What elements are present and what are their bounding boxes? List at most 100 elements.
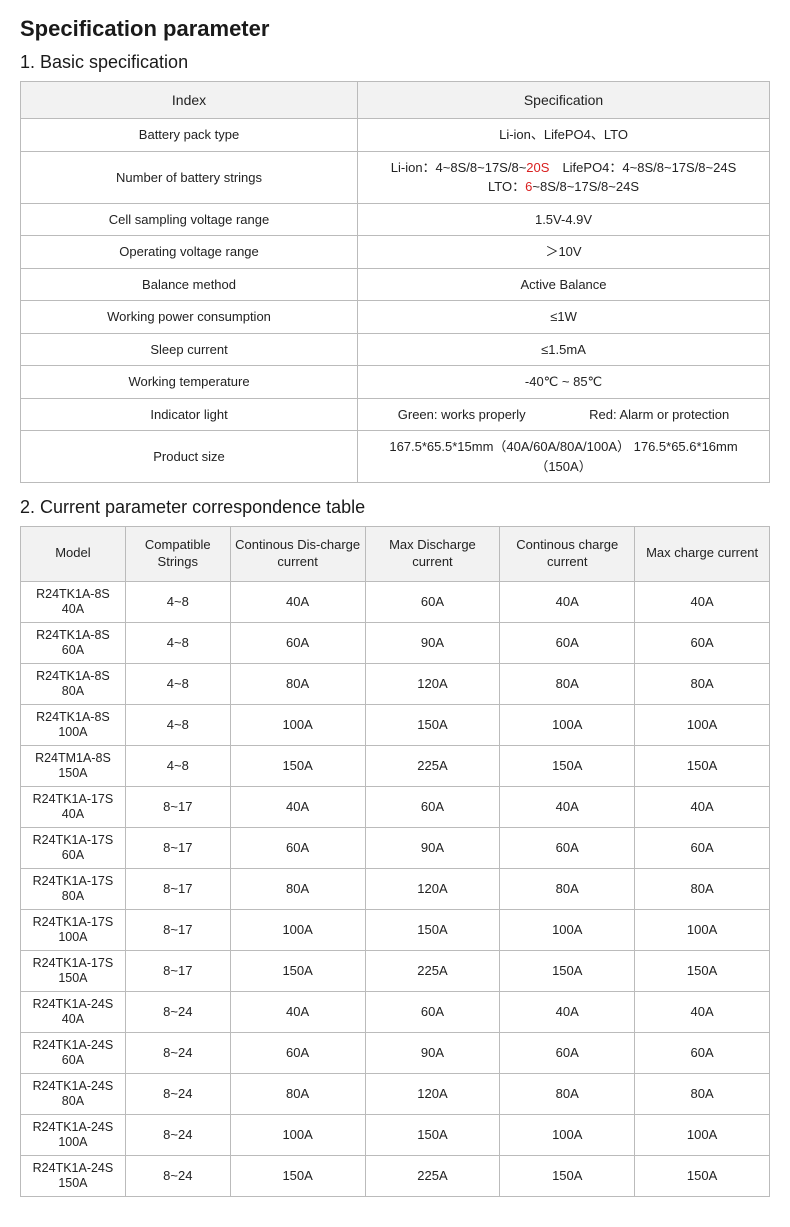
table-cell: 100A: [500, 909, 635, 950]
table-cell: 60A: [365, 991, 500, 1032]
table-cell: 8~17: [125, 786, 230, 827]
table-cell: 120A: [365, 1073, 500, 1114]
table-cell: 150A: [230, 745, 365, 786]
table-row: R24TK1A-17S150A8~17150A225A150A150A: [21, 950, 770, 991]
table-cell: 4~8: [125, 622, 230, 663]
table-cell: 100A: [500, 1114, 635, 1155]
col-spec: Specification: [358, 82, 770, 119]
table-cell: 150A: [635, 745, 770, 786]
col-max-discharge: Max Discharge current: [365, 527, 500, 582]
table-cell: 80A: [500, 1073, 635, 1114]
spec-cell: -40℃ ~ 85℃: [358, 366, 770, 399]
table-cell: 80A: [635, 663, 770, 704]
spec-cell: ≤1.5mA: [358, 333, 770, 366]
table-row: R24TK1A-24S40A8~2440A60A40A40A: [21, 991, 770, 1032]
table-row: R24TK1A-8S80A4~880A120A80A80A: [21, 663, 770, 704]
table-cell: 120A: [365, 663, 500, 704]
table-row: R24TK1A-24S80A8~2480A120A80A80A: [21, 1073, 770, 1114]
table-row: R24TK1A-24S100A8~24100A150A100A100A: [21, 1114, 770, 1155]
table-cell: 8~24: [125, 1032, 230, 1073]
index-cell: Battery pack type: [21, 119, 358, 152]
table-row: R24TK1A-17S80A8~1780A120A80A80A: [21, 868, 770, 909]
table-cell: R24TK1A-17S150A: [21, 950, 126, 991]
table-cell: R24TK1A-8S40A: [21, 581, 126, 622]
table-cell: 80A: [230, 1073, 365, 1114]
table-row: R24TK1A-24S60A8~2460A90A60A60A: [21, 1032, 770, 1073]
table-cell: 40A: [230, 581, 365, 622]
table-cell: 150A: [230, 1155, 365, 1196]
table-cell: 80A: [635, 1073, 770, 1114]
table-cell: 150A: [500, 745, 635, 786]
table-header-row: Index Specification: [21, 82, 770, 119]
table-cell: 40A: [635, 786, 770, 827]
table-cell: R24TK1A-24S40A: [21, 991, 126, 1032]
table-cell: R24TM1A-8S150A: [21, 745, 126, 786]
table-row: Battery pack typeLi-ion、LifePO4、LTO: [21, 119, 770, 152]
table-header-row: Model Compatible Strings Continous Dis-c…: [21, 527, 770, 582]
spec-cell: ＞10V: [358, 236, 770, 269]
col-max-charge: Max charge current: [635, 527, 770, 582]
table-cell: 40A: [635, 581, 770, 622]
table-row: Cell sampling voltage range1.5V-4.9V: [21, 203, 770, 236]
col-index: Index: [21, 82, 358, 119]
index-cell: Sleep current: [21, 333, 358, 366]
table-cell: 4~8: [125, 663, 230, 704]
table-cell: 60A: [230, 622, 365, 663]
table-cell: 60A: [500, 1032, 635, 1073]
table-cell: 80A: [500, 868, 635, 909]
table-row: Working power consumption≤1W: [21, 301, 770, 334]
index-cell: Product size: [21, 431, 358, 483]
table-row: R24TK1A-24S150A8~24150A225A150A150A: [21, 1155, 770, 1196]
table-cell: 60A: [230, 1032, 365, 1073]
spec-cell: Li-ion、LifePO4、LTO: [358, 119, 770, 152]
index-cell: Cell sampling voltage range: [21, 203, 358, 236]
index-cell: Indicator light: [21, 398, 358, 431]
col-cont-charge: Continous charge current: [500, 527, 635, 582]
table-cell: 150A: [230, 950, 365, 991]
table-cell: 150A: [500, 950, 635, 991]
table-cell: 100A: [500, 704, 635, 745]
table-cell: 60A: [635, 827, 770, 868]
table-cell: 90A: [365, 827, 500, 868]
table-cell: 100A: [635, 1114, 770, 1155]
table-cell: 40A: [500, 786, 635, 827]
table-cell: 60A: [230, 827, 365, 868]
index-cell: Operating voltage range: [21, 236, 358, 269]
table-row: R24TK1A-8S100A4~8100A150A100A100A: [21, 704, 770, 745]
table-cell: 150A: [500, 1155, 635, 1196]
table-cell: 40A: [230, 991, 365, 1032]
table-cell: 8~24: [125, 1155, 230, 1196]
col-strings: Compatible Strings: [125, 527, 230, 582]
spec-cell: Active Balance: [358, 268, 770, 301]
table-cell: R24TK1A-17S80A: [21, 868, 126, 909]
table-cell: R24TK1A-24S60A: [21, 1032, 126, 1073]
table-cell: 4~8: [125, 581, 230, 622]
table-cell: 150A: [365, 1114, 500, 1155]
spec-cell: Li-ion：4~8S/8~17S/8~20S LifePO4：4~8S/8~1…: [358, 151, 770, 203]
table-cell: 40A: [500, 581, 635, 622]
table-cell: 100A: [635, 909, 770, 950]
table-cell: R24TK1A-17S60A: [21, 827, 126, 868]
table-cell: 8~24: [125, 1114, 230, 1155]
table-cell: 100A: [230, 704, 365, 745]
table-row: R24TK1A-17S100A8~17100A150A100A100A: [21, 909, 770, 950]
table-cell: 8~24: [125, 991, 230, 1032]
index-cell: Balance method: [21, 268, 358, 301]
table-row: Working temperature-40℃ ~ 85℃: [21, 366, 770, 399]
spec-cell: 1.5V-4.9V: [358, 203, 770, 236]
table-cell: R24TK1A-24S150A: [21, 1155, 126, 1196]
table-cell: 4~8: [125, 745, 230, 786]
table-cell: R24TK1A-24S80A: [21, 1073, 126, 1114]
table-cell: 150A: [365, 909, 500, 950]
table-cell: 60A: [635, 1032, 770, 1073]
table-cell: 40A: [635, 991, 770, 1032]
table-row: Sleep current≤1.5mA: [21, 333, 770, 366]
index-cell: Working power consumption: [21, 301, 358, 334]
spec-cell: 167.5*65.5*15mm（40A/60A/80A/100A） 176.5*…: [358, 431, 770, 483]
table-cell: 100A: [230, 909, 365, 950]
table-cell: 225A: [365, 950, 500, 991]
table-cell: R24TK1A-17S40A: [21, 786, 126, 827]
table-row: Balance methodActive Balance: [21, 268, 770, 301]
table-cell: 80A: [230, 663, 365, 704]
section2-heading: 2. Current parameter correspondence tabl…: [20, 497, 770, 518]
